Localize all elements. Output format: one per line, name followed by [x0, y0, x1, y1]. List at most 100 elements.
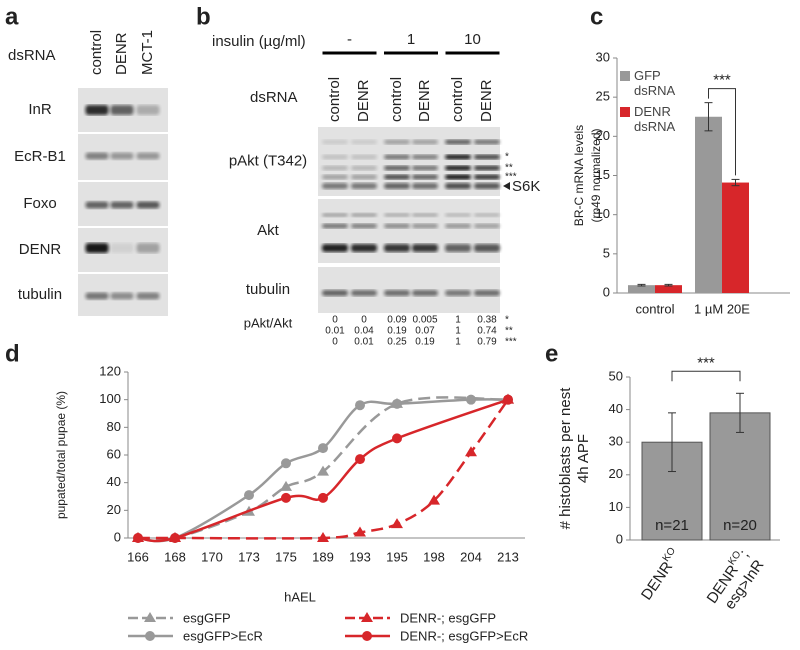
- band-mark: **: [505, 163, 513, 174]
- band: [322, 223, 348, 229]
- x-tick-label: 193: [349, 549, 371, 564]
- band: [474, 183, 500, 189]
- x-tick-label: 173: [238, 549, 260, 564]
- blot: [318, 199, 500, 263]
- band: [351, 183, 377, 189]
- ratio-value: 0.01: [354, 337, 374, 348]
- row-label: Foxo: [23, 195, 56, 212]
- lane-label: control: [326, 77, 343, 122]
- band: [110, 201, 134, 209]
- lane-label: MCT-1: [139, 30, 156, 75]
- legend-label: DENR dsRNA: [634, 104, 676, 134]
- dose-label: 1: [407, 31, 415, 48]
- y-tick-label: 20: [596, 128, 610, 143]
- band: [85, 105, 109, 115]
- ratio-mark: ***: [505, 337, 517, 348]
- point: [503, 394, 513, 405]
- y-tick-label: 40: [107, 474, 121, 489]
- band: [384, 223, 410, 229]
- x-tick-label: 198: [423, 549, 445, 564]
- band: [136, 105, 160, 115]
- band: [445, 223, 471, 229]
- point: [428, 494, 440, 505]
- point: [466, 394, 476, 405]
- legend-label: DENR-; esgGFP: [400, 610, 496, 625]
- band: [384, 154, 410, 160]
- band: [412, 223, 438, 229]
- point: [465, 446, 477, 457]
- y-tick-label: 30: [596, 49, 610, 64]
- row-label: pAkt (T342): [229, 152, 307, 169]
- legend-marker: [145, 631, 155, 641]
- band: [445, 139, 471, 145]
- band: [445, 213, 471, 217]
- band: [445, 290, 471, 296]
- ratio-mark: *: [505, 315, 509, 326]
- y-tick-label: 5: [603, 245, 610, 260]
- point: [318, 443, 328, 454]
- x-tick-label: 166: [127, 549, 149, 564]
- band: [351, 290, 377, 296]
- band: [322, 290, 348, 296]
- bar: [695, 116, 722, 293]
- band-mark: *: [505, 152, 509, 163]
- lane-label: control: [88, 30, 105, 75]
- panel-label: b: [196, 3, 211, 30]
- y-axis-label: pupated/total pupae (%): [54, 391, 68, 519]
- band: [474, 154, 500, 160]
- y-tick-label: 50: [609, 368, 623, 383]
- row-label: Akt: [257, 222, 280, 239]
- band: [384, 244, 410, 252]
- band: [474, 290, 500, 296]
- band-mark: ***: [505, 172, 517, 183]
- ratio-value: 0: [361, 315, 367, 326]
- panel-label: a: [5, 3, 19, 30]
- bar: [722, 182, 749, 293]
- point: [244, 490, 254, 501]
- x-tick-label: 195: [386, 549, 408, 564]
- band: [351, 174, 377, 180]
- row-label: InR: [28, 101, 52, 118]
- x-tick-label: 170: [201, 549, 223, 564]
- legend-marker: [362, 631, 372, 641]
- y-tick-label: 40: [609, 401, 623, 416]
- x-tick-label: control: [635, 301, 674, 316]
- ratio-value: 0.74: [477, 326, 497, 337]
- bracket: [708, 88, 736, 176]
- band: [445, 165, 471, 171]
- band: [85, 152, 109, 160]
- blot: [318, 267, 500, 313]
- bar: [628, 285, 655, 293]
- band: [384, 290, 410, 296]
- legend-marker: [144, 612, 156, 622]
- band: [322, 213, 348, 217]
- band: [322, 183, 348, 189]
- point: [170, 533, 180, 543]
- y-tick-label: 20: [107, 502, 121, 517]
- y-axis-label: 4h APF: [575, 434, 592, 483]
- y-axis-label: # histoblasts per nest: [557, 387, 574, 530]
- x-tick-label: 213: [497, 549, 519, 564]
- band: [384, 165, 410, 171]
- y-tick-label: 60: [107, 446, 121, 461]
- band: [110, 292, 134, 300]
- ratio-value: 0.005: [412, 315, 437, 326]
- ratio-value: 0.25: [387, 337, 407, 348]
- band: [384, 213, 410, 217]
- y-tick-label: 100: [99, 391, 121, 406]
- lane-label: control: [449, 77, 466, 122]
- band: [110, 105, 134, 115]
- point: [355, 400, 365, 411]
- lane-label: DENR: [478, 79, 495, 122]
- point: [280, 480, 292, 491]
- y-tick-label: 10: [609, 499, 623, 514]
- band: [474, 139, 500, 145]
- point: [281, 458, 291, 469]
- band: [412, 154, 438, 160]
- point: [392, 398, 402, 409]
- ratio-label: pAkt/Akt: [244, 315, 293, 330]
- x-tick-label: 204: [460, 549, 482, 564]
- band: [445, 154, 471, 160]
- y-tick-label: 0: [114, 529, 121, 544]
- lane-label: DENR: [416, 79, 433, 122]
